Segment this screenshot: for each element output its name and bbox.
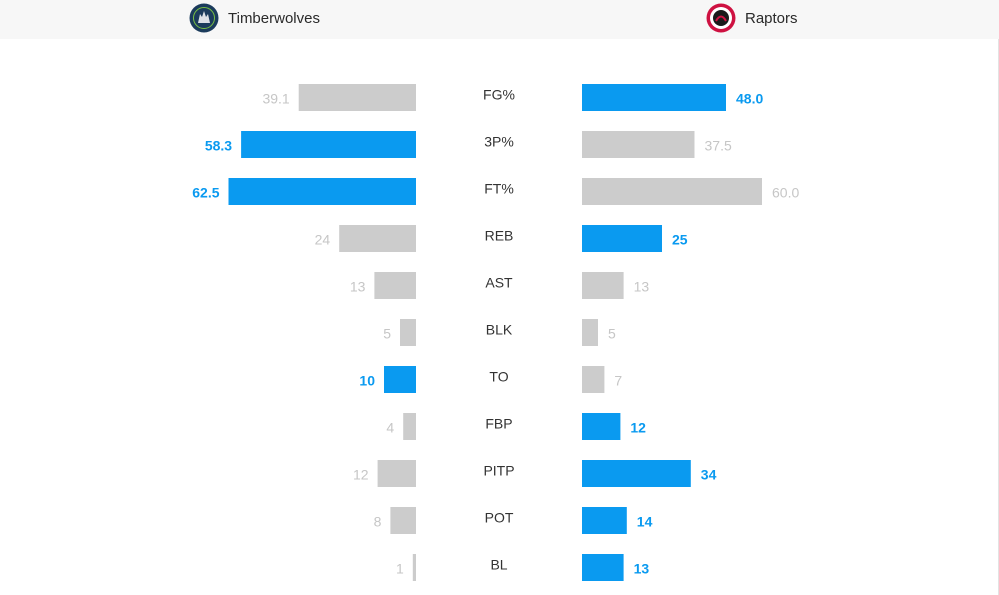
home-value-fbp: 12: [630, 420, 646, 436]
home-bar-bl: [582, 554, 624, 581]
timberwolves-logo-icon: [189, 3, 219, 33]
home-value-bl: 13: [634, 561, 650, 577]
stat-label-fbp: FBP: [485, 416, 512, 432]
away-value-fbp: 4: [386, 420, 394, 436]
home-team-name: Raptors: [745, 9, 798, 27]
away-team[interactable]: Timberwolves: [189, 3, 320, 33]
away-value-blk: 5: [383, 326, 391, 342]
home-value-blk: 5: [608, 326, 616, 342]
home-value-ast: 13: [634, 279, 650, 295]
away-bar-ast: [374, 272, 416, 299]
away-value-to: 10: [359, 373, 375, 389]
away-bar-bl: [412, 554, 416, 581]
home-value-fg-pct: 48.0: [736, 91, 763, 107]
home-bar-to: [582, 366, 605, 393]
away-bar-fbp: [403, 413, 416, 440]
stat-label-pitp: PITP: [483, 463, 514, 479]
raptors-logo-icon: [706, 3, 736, 33]
home-value-ft-pct: 60.0: [772, 185, 799, 201]
stat-label-to: TO: [489, 369, 508, 385]
stat-label-ast: AST: [485, 275, 513, 291]
away-value-reb: 24: [315, 232, 331, 248]
home-value-pot: 14: [637, 514, 653, 530]
away-bar-to: [384, 366, 416, 393]
stat-label-ft-pct: FT%: [484, 181, 514, 197]
away-value-3p-pct: 58.3: [205, 138, 232, 154]
away-bar-blk: [400, 319, 416, 346]
home-bar-fbp: [582, 413, 621, 440]
stat-label-3p-pct: 3P%: [484, 134, 514, 150]
away-bar-reb: [339, 225, 416, 252]
home-bar-pot: [582, 507, 627, 534]
teams-header: Timberwolves Raptors: [0, 0, 999, 39]
home-bar-3p-pct: [582, 131, 695, 158]
home-value-reb: 25: [672, 232, 688, 248]
stat-label-blk: BLK: [486, 322, 513, 338]
away-team-name: Timberwolves: [228, 9, 320, 27]
away-value-ast: 13: [350, 279, 366, 295]
home-team[interactable]: Raptors: [706, 3, 798, 33]
away-value-bl: 1: [396, 561, 404, 577]
away-value-pot: 8: [374, 514, 382, 530]
home-bar-reb: [582, 225, 662, 252]
away-bar-3p-pct: [241, 131, 416, 158]
home-value-pitp: 34: [701, 467, 717, 483]
stat-label-reb: REB: [485, 228, 514, 244]
home-bar-ast: [582, 272, 624, 299]
home-bar-pitp: [582, 460, 691, 487]
home-value-to: 7: [614, 373, 622, 389]
away-bar-pot: [390, 507, 416, 534]
home-bar-fg-pct: [582, 84, 726, 111]
away-value-ft-pct: 62.5: [192, 185, 219, 201]
home-value-3p-pct: 37.5: [705, 138, 732, 154]
stat-label-pot: POT: [485, 510, 514, 526]
home-bar-blk: [582, 319, 598, 346]
away-bar-ft-pct: [228, 178, 416, 205]
away-bar-pitp: [377, 460, 416, 487]
away-value-pitp: 12: [353, 467, 369, 483]
home-bar-ft-pct: [582, 178, 762, 205]
away-value-fg-pct: 39.1: [262, 91, 289, 107]
away-bar-fg-pct: [298, 84, 416, 111]
stat-label-bl: BL: [490, 557, 507, 573]
stat-label-fg-pct: FG%: [483, 87, 515, 103]
